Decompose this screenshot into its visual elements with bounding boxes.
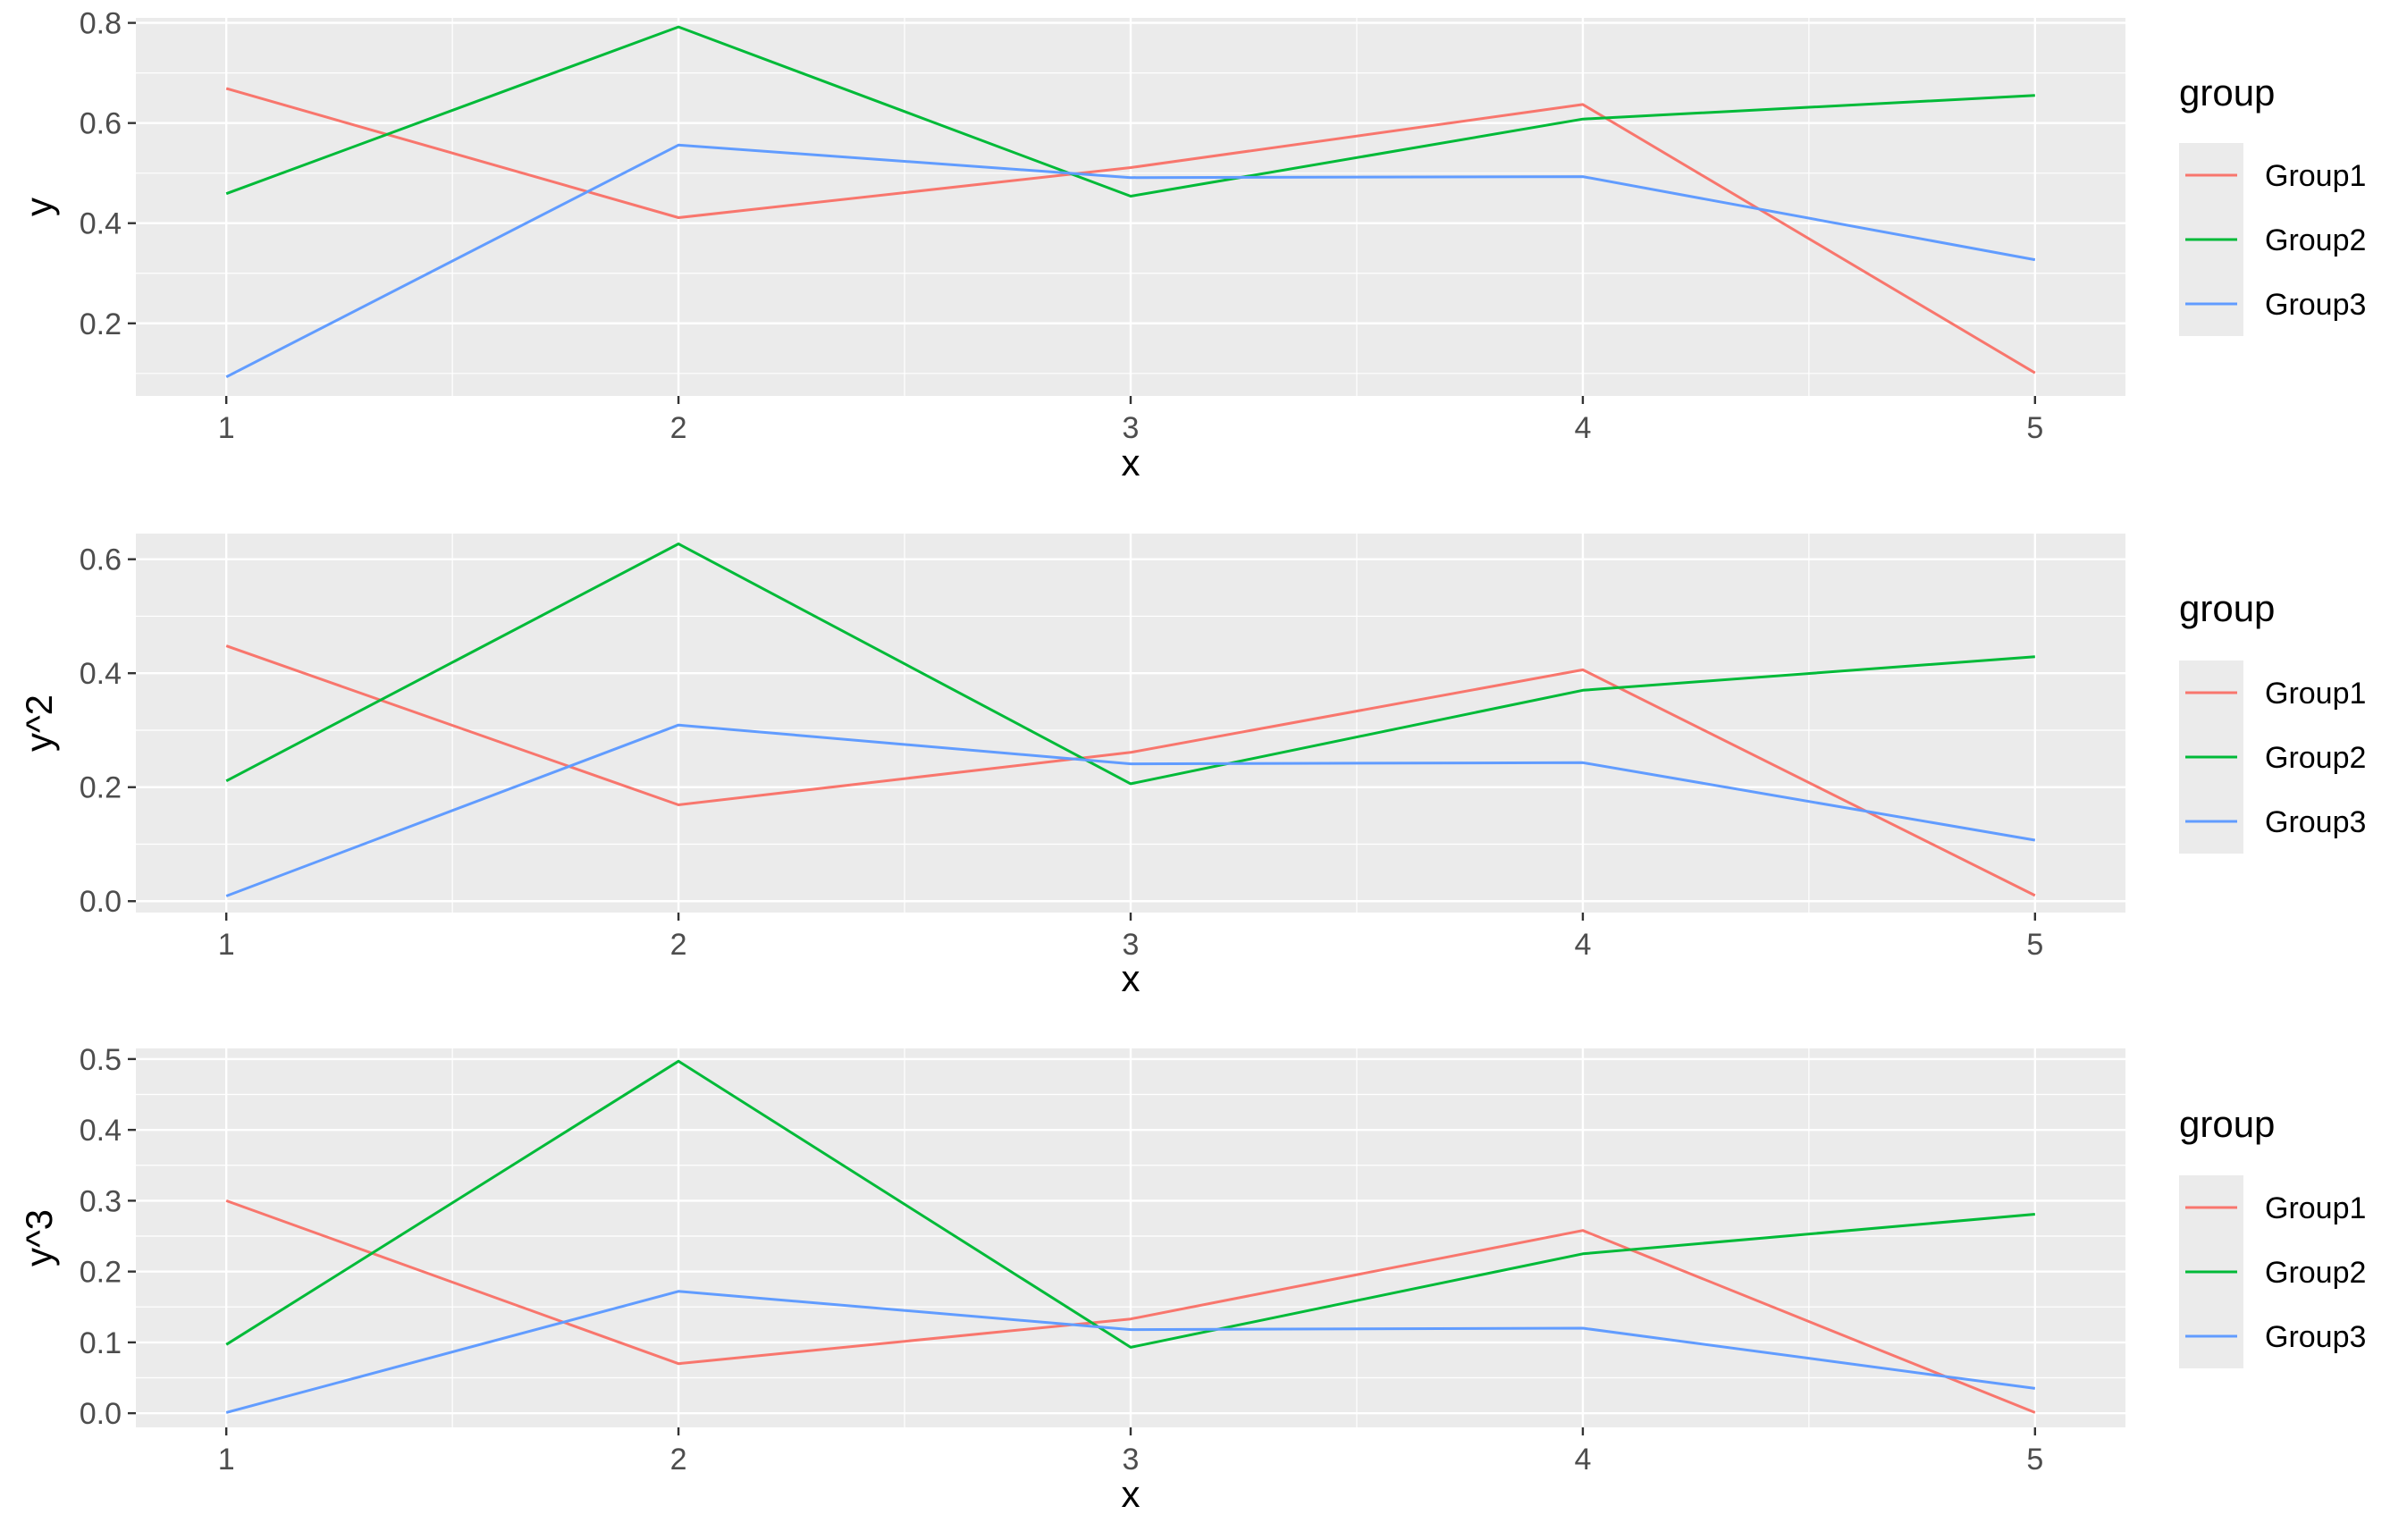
x-tick-label: 5 [2026, 1443, 2043, 1477]
y-axis-title: y^3 [18, 1209, 60, 1267]
series-line-group1 [225, 1199, 2036, 1414]
y-tick-label: 0.6 [80, 107, 122, 141]
chart-panel-3: 0.0 0.1 0.2 0.3 0.4 0.5 1 2 3 4 5 x y^3 group Group1 Gr… [18, 1043, 2366, 1515]
x-tick-label: 1 [218, 411, 235, 445]
series-line-group2 [225, 543, 2035, 786]
y-tick-label: 0.1 [80, 1326, 122, 1360]
series-line-group3 [225, 1290, 2035, 1414]
x-tick-label: 2 [670, 1443, 687, 1477]
y-tick-label: 0.0 [80, 1397, 122, 1431]
legend-title: group [2179, 72, 2275, 114]
series-line-group2 [225, 1059, 2035, 1349]
y-axis-title: y^2 [18, 694, 60, 752]
x-tick-label: 1 [218, 928, 235, 962]
series-line-group2 [225, 25, 2035, 198]
x-tick-label: 3 [1123, 928, 1140, 962]
series-line-group1 [225, 644, 2036, 897]
legend-label: Group1 [2265, 159, 2366, 193]
y-tick-label: 0.0 [80, 885, 122, 919]
y-tick-label: 0.4 [80, 207, 122, 241]
y-tick-label: 0.4 [80, 1114, 122, 1148]
x-tick-label: 3 [1123, 411, 1140, 445]
legend-title: group [2179, 1103, 2275, 1145]
x-tick-label: 4 [1574, 411, 1591, 445]
series-line-group1 [225, 87, 2036, 374]
legend: group Group1 Group2 Group3 [2179, 587, 2366, 854]
series-line-group3 [225, 723, 2036, 897]
x-tick-label: 2 [670, 928, 687, 962]
y-tick-label: 0.8 [80, 7, 122, 41]
legend-label: Group3 [2265, 805, 2366, 839]
legend-label: Group3 [2265, 288, 2366, 322]
x-axis-title: x [1122, 957, 1140, 999]
legend-label: Group1 [2265, 677, 2366, 711]
y-tick-label: 0.3 [80, 1184, 122, 1218]
x-axis-title: x [1122, 1473, 1140, 1515]
x-tick-label: 5 [2026, 928, 2043, 962]
x-tick-label: 1 [218, 1443, 235, 1477]
legend: group Group1 Group2 Group3 [2179, 72, 2366, 336]
chart-panel-1: 0.2 0.4 0.6 0.8 1 2 3 4 5 x y group Group1 Group2 Grou… [18, 7, 2366, 484]
y-tick-label: 0.2 [80, 307, 122, 341]
legend-title: group [2179, 587, 2275, 629]
legend-label: Group2 [2265, 741, 2366, 775]
y-tick-label: 0.2 [80, 1256, 122, 1290]
y-tick-label: 0.5 [80, 1043, 122, 1077]
legend-label: Group2 [2265, 223, 2366, 257]
legend: group Group1 Group2 Group3 [2179, 1103, 2366, 1368]
series-line-group3 [225, 143, 2036, 379]
x-tick-label: 4 [1574, 1443, 1591, 1477]
y-tick-label: 0.4 [80, 657, 122, 691]
x-tick-label: 4 [1574, 928, 1591, 962]
chart-panel-2: 0.0 0.2 0.4 0.6 1 2 3 4 5 x y^2 group Group1 Group2 Gr… [18, 534, 2366, 999]
legend-label: Group3 [2265, 1320, 2366, 1354]
x-tick-label: 3 [1123, 1443, 1140, 1477]
y-tick-label: 0.6 [80, 543, 122, 577]
legend-label: Group2 [2265, 1256, 2366, 1290]
x-axis-title: x [1122, 442, 1140, 484]
y-axis-title: y [18, 198, 60, 216]
x-tick-label: 2 [670, 411, 687, 445]
legend-label: Group1 [2265, 1191, 2366, 1225]
x-tick-label: 5 [2026, 411, 2043, 445]
y-tick-label: 0.2 [80, 771, 122, 805]
